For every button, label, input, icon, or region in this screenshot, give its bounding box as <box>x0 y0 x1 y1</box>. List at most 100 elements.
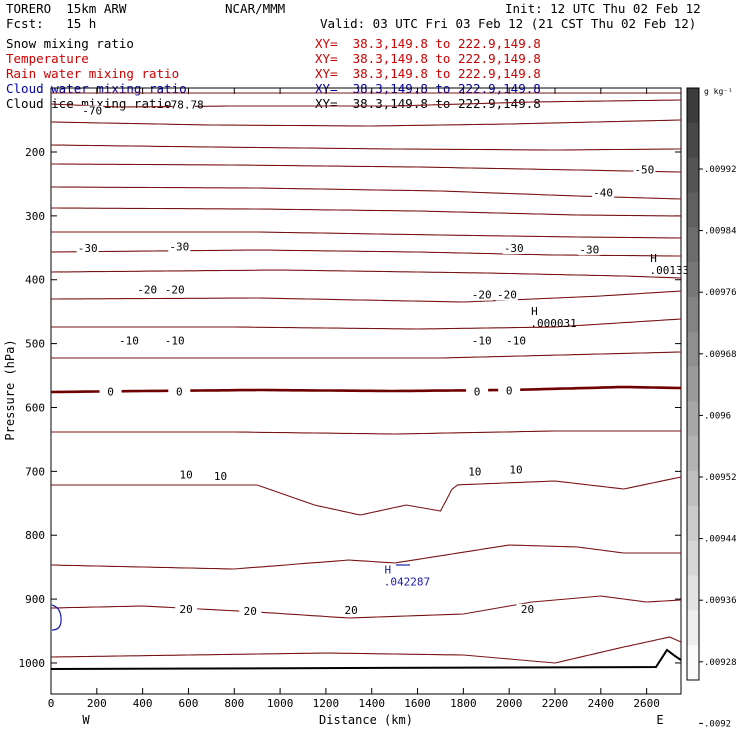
y-axis-title: Pressure (hPa) <box>3 339 17 440</box>
freezing-line <box>50 385 682 394</box>
colorbar-swatch <box>687 645 699 681</box>
max-marker: H <box>531 305 538 318</box>
cloud-water-contour <box>51 604 62 631</box>
temperature-label: 20 <box>244 605 257 618</box>
temperature-label: -30 <box>579 243 599 256</box>
contour-label-bg <box>175 469 198 481</box>
valid-time: Valid: 03 UTC Fri 03 Feb 12 (21 CST Thu … <box>320 16 697 31</box>
contour-label-bg <box>175 603 198 615</box>
temperature-contour <box>50 119 682 127</box>
temperature-label: -10 <box>119 335 139 348</box>
colorbar-label: .00992 <box>704 165 737 175</box>
max-marker: H <box>650 252 657 265</box>
max-value: .000031 <box>530 317 576 330</box>
temperature-label: 0 <box>506 384 513 397</box>
colorbar-swatch <box>687 262 699 298</box>
model-title: TORERO 15km ARW <box>6 1 127 16</box>
contour-label-bg <box>81 105 104 117</box>
y-tick-label: 700 <box>25 465 45 478</box>
temperature-label: -10 <box>165 335 185 348</box>
contour-label-bg <box>239 605 262 617</box>
x-tick-label: 1200 <box>313 697 340 710</box>
y-tick-label: 1000 <box>19 657 46 670</box>
temperature-label: -30 <box>504 242 524 255</box>
x-tick-label: 1000 <box>267 697 294 710</box>
colorbar-label: .00976 <box>704 288 737 298</box>
x-tick-label: 2400 <box>588 697 615 710</box>
contour-label-bg <box>495 289 518 301</box>
colorbar-label: .00944 <box>704 535 737 545</box>
contour-label-bg <box>592 187 615 199</box>
colorbar-frame <box>686 87 700 681</box>
colorbar-swatch <box>687 436 699 472</box>
colorbar-unit: g kg⁻¹ <box>704 87 733 96</box>
contour-label-bg <box>470 335 493 347</box>
colorbar-swatch <box>687 296 699 333</box>
east-label: E <box>656 713 663 727</box>
contour-label-bg <box>516 603 539 615</box>
contour-label-bg <box>340 605 363 617</box>
temperature-label: 0 <box>107 386 114 399</box>
colorbar-swatch <box>687 540 699 577</box>
contour-label-bg <box>168 386 191 398</box>
x-tick-label: 2600 <box>633 697 660 710</box>
temperature-label: -40 <box>593 186 613 199</box>
max-value: .001339 <box>650 264 696 277</box>
init-time: Init: 12 UTC Thu 02 Feb 12 <box>505 1 701 16</box>
field-xy: XY= 38.3,149.8 to 222.9,149.8 <box>315 36 541 51</box>
temperature-label: -20 <box>137 284 157 297</box>
contour-label-bg <box>136 284 159 296</box>
contour-label-bg <box>117 335 140 347</box>
x-tick-label: 2200 <box>542 697 569 710</box>
field-xy: XY= 38.3,149.8 to 222.9,149.8 <box>315 51 541 66</box>
temperature-label: -30 <box>169 241 189 254</box>
colorbar-swatch <box>687 505 699 542</box>
field-name: Cloud water mixing ratio <box>6 81 187 96</box>
colorbar-swatch <box>687 227 699 263</box>
west-label: W <box>82 713 90 727</box>
contour-label-bg <box>502 242 525 254</box>
colorbar-swatch <box>687 157 699 193</box>
forecast-hour: Fcst: 15 h <box>6 16 97 31</box>
max-value: .042287 <box>384 576 430 589</box>
temperature-label: 10 <box>509 464 522 477</box>
temperature-contour <box>51 351 682 359</box>
colorbar-swatch <box>687 366 699 402</box>
field-name: Rain water mixing ratio <box>6 66 180 81</box>
y-tick-label: 600 <box>25 401 45 414</box>
colorbar-swatch <box>687 575 699 611</box>
temperature-label: -20 <box>472 289 492 302</box>
max-marker: H <box>384 564 391 577</box>
x-tick-label: 200 <box>87 697 107 710</box>
contour-label-bg <box>578 244 601 256</box>
temperature-contour <box>50 636 682 664</box>
temperature-label: 0 <box>474 386 481 399</box>
field-name: Temperature <box>6 51 89 66</box>
colorbar-label: .00984 <box>704 227 737 237</box>
colorbar-label: .0096 <box>704 411 731 421</box>
x-tick-label: 0 <box>48 697 55 710</box>
contour-label-bg <box>168 241 191 253</box>
temperature-contour <box>51 163 682 173</box>
x-tick-label: 800 <box>224 697 244 710</box>
contour-label-bg <box>505 464 528 476</box>
colorbar-label: .00936 <box>704 596 737 606</box>
temperature-label: -30 <box>78 242 98 255</box>
colorbar-swatch <box>687 401 699 437</box>
y-tick-label: 500 <box>25 338 45 351</box>
contour-label-bg <box>505 335 528 347</box>
colorbar-swatch <box>687 610 699 646</box>
temperature-contour <box>51 186 682 200</box>
temperature-label: -70 <box>82 105 102 118</box>
colorbar-swatch <box>687 88 699 124</box>
center-title: NCAR/MMM <box>225 1 286 16</box>
contour-label-bg <box>163 335 186 347</box>
x-tick-label: 1600 <box>404 697 431 710</box>
x-tick-label: 2000 <box>496 697 523 710</box>
temperature-label: 10 <box>214 470 227 483</box>
temperature-contour <box>51 207 682 217</box>
temperature-contour <box>51 476 682 516</box>
temperature-label: 20 <box>521 603 534 616</box>
contour-label-bg <box>633 164 656 176</box>
